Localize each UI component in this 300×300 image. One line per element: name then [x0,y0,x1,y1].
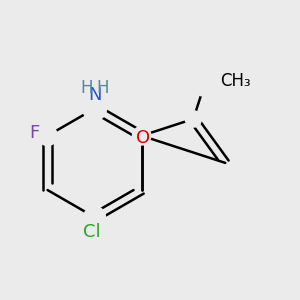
Circle shape [132,127,151,145]
Circle shape [84,206,106,228]
Text: Cl: Cl [83,224,101,242]
Circle shape [191,69,219,96]
Circle shape [38,126,57,146]
Text: F: F [29,124,39,142]
Text: O: O [136,129,150,147]
Text: N: N [88,86,101,104]
Text: CH₃: CH₃ [220,72,250,90]
Circle shape [83,97,106,121]
Text: H: H [97,79,109,97]
Circle shape [185,111,202,127]
Text: H: H [80,79,93,97]
